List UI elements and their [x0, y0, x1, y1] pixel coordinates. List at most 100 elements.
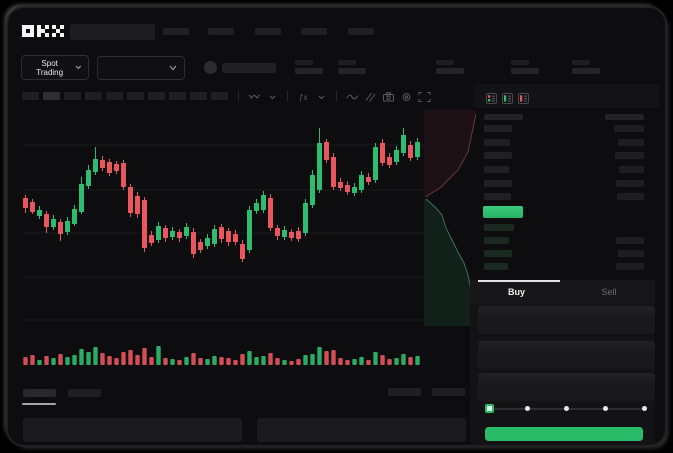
- tab-buy[interactable]: Buy: [507, 287, 525, 297]
- orderbook-bid-row[interactable]: [484, 263, 644, 270]
- timeframe-button[interactable]: [190, 92, 207, 100]
- bid-price-placeholder: [484, 237, 509, 244]
- timeframe-button[interactable]: [85, 92, 102, 100]
- header-search-placeholder[interactable]: [70, 24, 155, 40]
- timeframe-button[interactable]: [148, 92, 165, 100]
- nav-item-placeholder[interactable]: [208, 28, 234, 35]
- stat-label-placeholder: [295, 60, 313, 65]
- last-price-bar[interactable]: [483, 206, 523, 218]
- bid-price-placeholder: [484, 263, 508, 270]
- nav-item-placeholder[interactable]: [163, 28, 189, 35]
- orderbook-ask-row[interactable]: [484, 139, 644, 146]
- candlestick-chart[interactable]: [22, 112, 424, 367]
- slider-stop-dot[interactable]: [641, 406, 647, 411]
- stat-label-placeholder: [338, 60, 356, 65]
- nav-item-placeholder[interactable]: [348, 28, 374, 35]
- stat-value-placeholder: [572, 68, 600, 74]
- stat-value-placeholder: [511, 68, 539, 74]
- top-nav: [8, 8, 665, 48]
- orderbook-ask-row[interactable]: [484, 193, 644, 200]
- trade-tabs-bg: [470, 280, 655, 304]
- slider-handle[interactable]: [484, 404, 494, 413]
- orderbook-ask-row[interactable]: [484, 166, 644, 173]
- okx-logo[interactable]: [22, 24, 64, 38]
- stat-label-placeholder: [436, 60, 454, 65]
- bid-amount-placeholder: [616, 263, 644, 270]
- history-panel-placeholder: [257, 418, 466, 442]
- orderbook-price-header: [484, 114, 523, 120]
- buy-submit-button[interactable]: [485, 427, 643, 441]
- ticker-stats: [8, 8, 665, 88]
- nav-item-placeholder[interactable]: [255, 28, 281, 35]
- timeframe-button[interactable]: [64, 92, 81, 100]
- fullscreen-icon[interactable]: [418, 90, 431, 102]
- amount-input-placeholder[interactable]: [478, 341, 655, 369]
- orderbook-bid-row[interactable]: [484, 250, 644, 257]
- orderbook-ask-row[interactable]: [484, 152, 644, 159]
- timeframe-button[interactable]: [127, 92, 144, 100]
- bid-price-placeholder: [484, 250, 512, 257]
- ask-price-placeholder: [484, 193, 511, 200]
- orders-panel-placeholder: [23, 418, 242, 442]
- stat-value-placeholder: [295, 68, 323, 74]
- amount-slider: [8, 8, 665, 445]
- timeframe-button[interactable]: [22, 92, 39, 100]
- toolbar-divider: [287, 91, 288, 101]
- pair-avatar: [204, 61, 217, 74]
- orderbook-bid-row[interactable]: [484, 237, 644, 244]
- tab-sell[interactable]: Sell: [601, 287, 617, 297]
- settings-gear-icon[interactable]: [400, 90, 413, 102]
- indicator-fx-icon[interactable]: ƒx: [297, 90, 310, 102]
- line-wave-icon[interactable]: [346, 90, 359, 102]
- market-type-label: Spot Trading: [36, 58, 64, 77]
- pair-selector-dropdown[interactable]: [97, 56, 185, 80]
- orderbook-bid-row[interactable]: [484, 224, 644, 231]
- chevron-down-icon[interactable]: [266, 90, 279, 102]
- timeframe-button[interactable]: [43, 92, 60, 100]
- nav-item-placeholder[interactable]: [301, 28, 327, 35]
- ask-price-placeholder: [484, 180, 512, 187]
- bottom-tab-active[interactable]: [23, 389, 56, 397]
- candle-style-icon[interactable]: [248, 90, 261, 102]
- timeframe-button[interactable]: [169, 92, 186, 100]
- orderbook-amount-header: [605, 114, 644, 120]
- timeframe-button[interactable]: [211, 92, 228, 100]
- bid-amount-placeholder: [618, 250, 644, 257]
- ask-amount-placeholder: [617, 193, 644, 200]
- ask-amount-placeholder: [618, 139, 644, 146]
- app-window: Spot Trading ƒx Bu: [8, 8, 665, 445]
- slider-stop-dot[interactable]: [564, 406, 569, 411]
- orderbook-ask-row[interactable]: [484, 180, 644, 187]
- compare-icon[interactable]: [364, 90, 377, 102]
- ask-price-placeholder: [484, 166, 509, 173]
- toolbar-divider: [336, 91, 337, 101]
- ask-price-placeholder: [484, 139, 510, 146]
- ask-amount-placeholder: [616, 180, 644, 187]
- stat-label-placeholder: [511, 60, 529, 65]
- market-type-dropdown[interactable]: Spot Trading: [21, 55, 89, 80]
- slider-stop-dot[interactable]: [602, 406, 608, 411]
- chevron-down-icon[interactable]: [315, 90, 328, 102]
- timeframe-button[interactable]: [106, 92, 123, 100]
- svg-text:ƒx: ƒx: [299, 93, 307, 102]
- depth-chart: [424, 110, 477, 326]
- bottom-link-placeholder[interactable]: [432, 388, 465, 396]
- bid-amount-placeholder: [616, 237, 644, 244]
- stat-value-placeholder: [436, 68, 464, 74]
- bottom-tab-indicator: [22, 403, 56, 405]
- ask-amount-placeholder: [615, 152, 644, 159]
- total-input-placeholder[interactable]: [478, 373, 655, 401]
- slider-stop-dot[interactable]: [525, 406, 531, 411]
- bottom-link-placeholder[interactable]: [388, 388, 421, 396]
- chevron-down-icon: [75, 65, 82, 70]
- camera-icon[interactable]: [382, 90, 395, 102]
- book-asks-icon[interactable]: [518, 91, 529, 109]
- ask-price-placeholder: [484, 125, 512, 132]
- book-combined-icon[interactable]: [486, 91, 497, 109]
- active-tab-indicator: [478, 280, 560, 282]
- ask-price-placeholder: [484, 152, 512, 159]
- price-input-placeholder[interactable]: [478, 306, 655, 334]
- book-bids-icon[interactable]: [502, 91, 513, 109]
- bottom-tab[interactable]: [68, 389, 101, 397]
- orderbook-ask-row[interactable]: [484, 125, 644, 132]
